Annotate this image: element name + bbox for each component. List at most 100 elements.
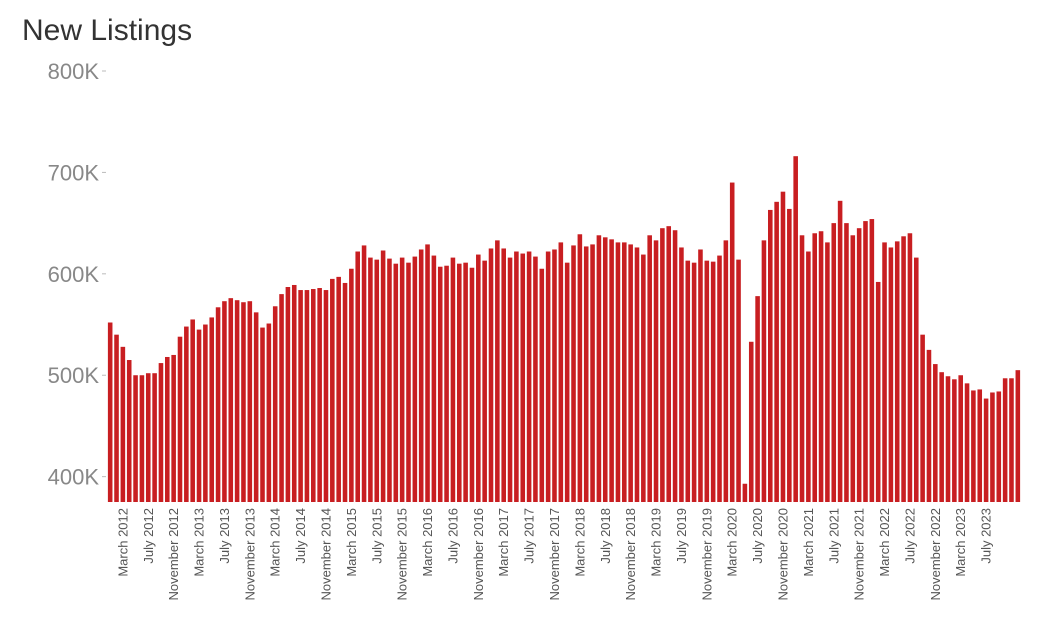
bar [133, 375, 138, 502]
y-tick-label: 500K [48, 363, 100, 388]
x-tick-label: March 2016 [420, 508, 435, 577]
bar [622, 242, 627, 502]
x-tick-label: November 2022 [928, 508, 943, 601]
bar [171, 354, 176, 502]
x-tick-label: July 2012 [141, 508, 156, 564]
bar [488, 248, 494, 502]
bar [266, 323, 272, 502]
bar [717, 255, 722, 502]
x-tick-label: July 2015 [369, 508, 384, 564]
bar [875, 281, 881, 502]
bar [952, 379, 957, 502]
bar [844, 223, 849, 502]
bar [990, 392, 995, 502]
x-axis: March 2012 July 2012 November 2012 March 20… [115, 508, 993, 601]
x-tick-label: July 2019 [674, 508, 689, 564]
bar [933, 364, 938, 502]
y-tick-label: 400K [48, 465, 100, 490]
x-tick-label: November 2013 [242, 508, 257, 601]
bar [234, 300, 240, 502]
y-tick-label: 700K [48, 160, 100, 185]
bar [120, 346, 126, 502]
bar [152, 373, 157, 502]
bar [780, 191, 786, 502]
bar [380, 250, 386, 502]
bar [920, 334, 925, 502]
bar [1002, 378, 1008, 502]
bar [469, 267, 475, 502]
x-tick-label: July 2018 [598, 508, 613, 564]
x-tick-label: March 2021 [801, 508, 816, 577]
bar [704, 260, 710, 502]
x-tick-label: July 2023 [979, 508, 994, 564]
x-tick-label: November 2014 [318, 508, 333, 601]
bar [533, 256, 538, 502]
bar [196, 329, 202, 502]
bar [837, 200, 843, 502]
bar [787, 208, 792, 503]
bar [114, 334, 119, 502]
bar [501, 248, 506, 502]
bar [393, 263, 399, 502]
bar [882, 242, 887, 502]
x-tick-label: November 2012 [166, 508, 181, 601]
bar [298, 290, 303, 502]
bar [476, 254, 481, 502]
x-tick-label: March 2023 [953, 508, 968, 577]
bar [374, 259, 380, 502]
bar [831, 223, 837, 502]
bar [869, 219, 875, 502]
bar [552, 249, 557, 502]
bar [330, 278, 335, 502]
bar [387, 258, 392, 502]
bar [691, 262, 697, 502]
x-tick-label: March 2022 [877, 508, 892, 577]
bar [590, 244, 595, 502]
bar [615, 242, 621, 502]
chart-title: New Listings [22, 14, 193, 47]
bar [628, 244, 633, 502]
bar [850, 235, 856, 503]
bar [336, 276, 341, 502]
bar [723, 240, 729, 503]
bar [107, 322, 113, 502]
bar [482, 260, 487, 502]
bar [856, 228, 862, 502]
x-tick-label: March 2018 [572, 508, 587, 577]
x-tick-label: March 2012 [115, 508, 130, 577]
bar [507, 257, 513, 502]
bar [228, 298, 234, 502]
bar [355, 251, 360, 502]
x-tick-label: March 2015 [344, 508, 359, 577]
bar [945, 376, 951, 502]
bar [317, 288, 322, 502]
bar [685, 260, 691, 502]
x-tick-label: July 2020 [750, 508, 765, 564]
bar [526, 251, 532, 502]
bar [272, 306, 278, 502]
x-tick-label: July 2017 [522, 508, 537, 564]
bar [660, 228, 665, 502]
y-axis: 400K 500K 600K 700K 800K [48, 59, 106, 490]
bar [209, 317, 215, 502]
bar [285, 287, 291, 502]
bar [241, 302, 246, 502]
bar [349, 268, 354, 502]
bar [672, 230, 678, 502]
x-tick-label: November 2019 [699, 508, 714, 601]
bar [742, 483, 748, 502]
bar [571, 245, 576, 502]
bar [710, 261, 716, 502]
bar [253, 312, 259, 502]
bar [437, 266, 443, 502]
x-tick-label: November 2017 [547, 508, 562, 601]
bar [184, 326, 189, 502]
bar [165, 356, 170, 502]
x-tick-label: March 2019 [649, 508, 664, 577]
bar [913, 257, 919, 502]
bar [755, 296, 760, 502]
bar [996, 391, 1002, 502]
x-tick-label: July 2021 [826, 508, 841, 564]
bar [602, 237, 608, 502]
bar [894, 241, 900, 502]
